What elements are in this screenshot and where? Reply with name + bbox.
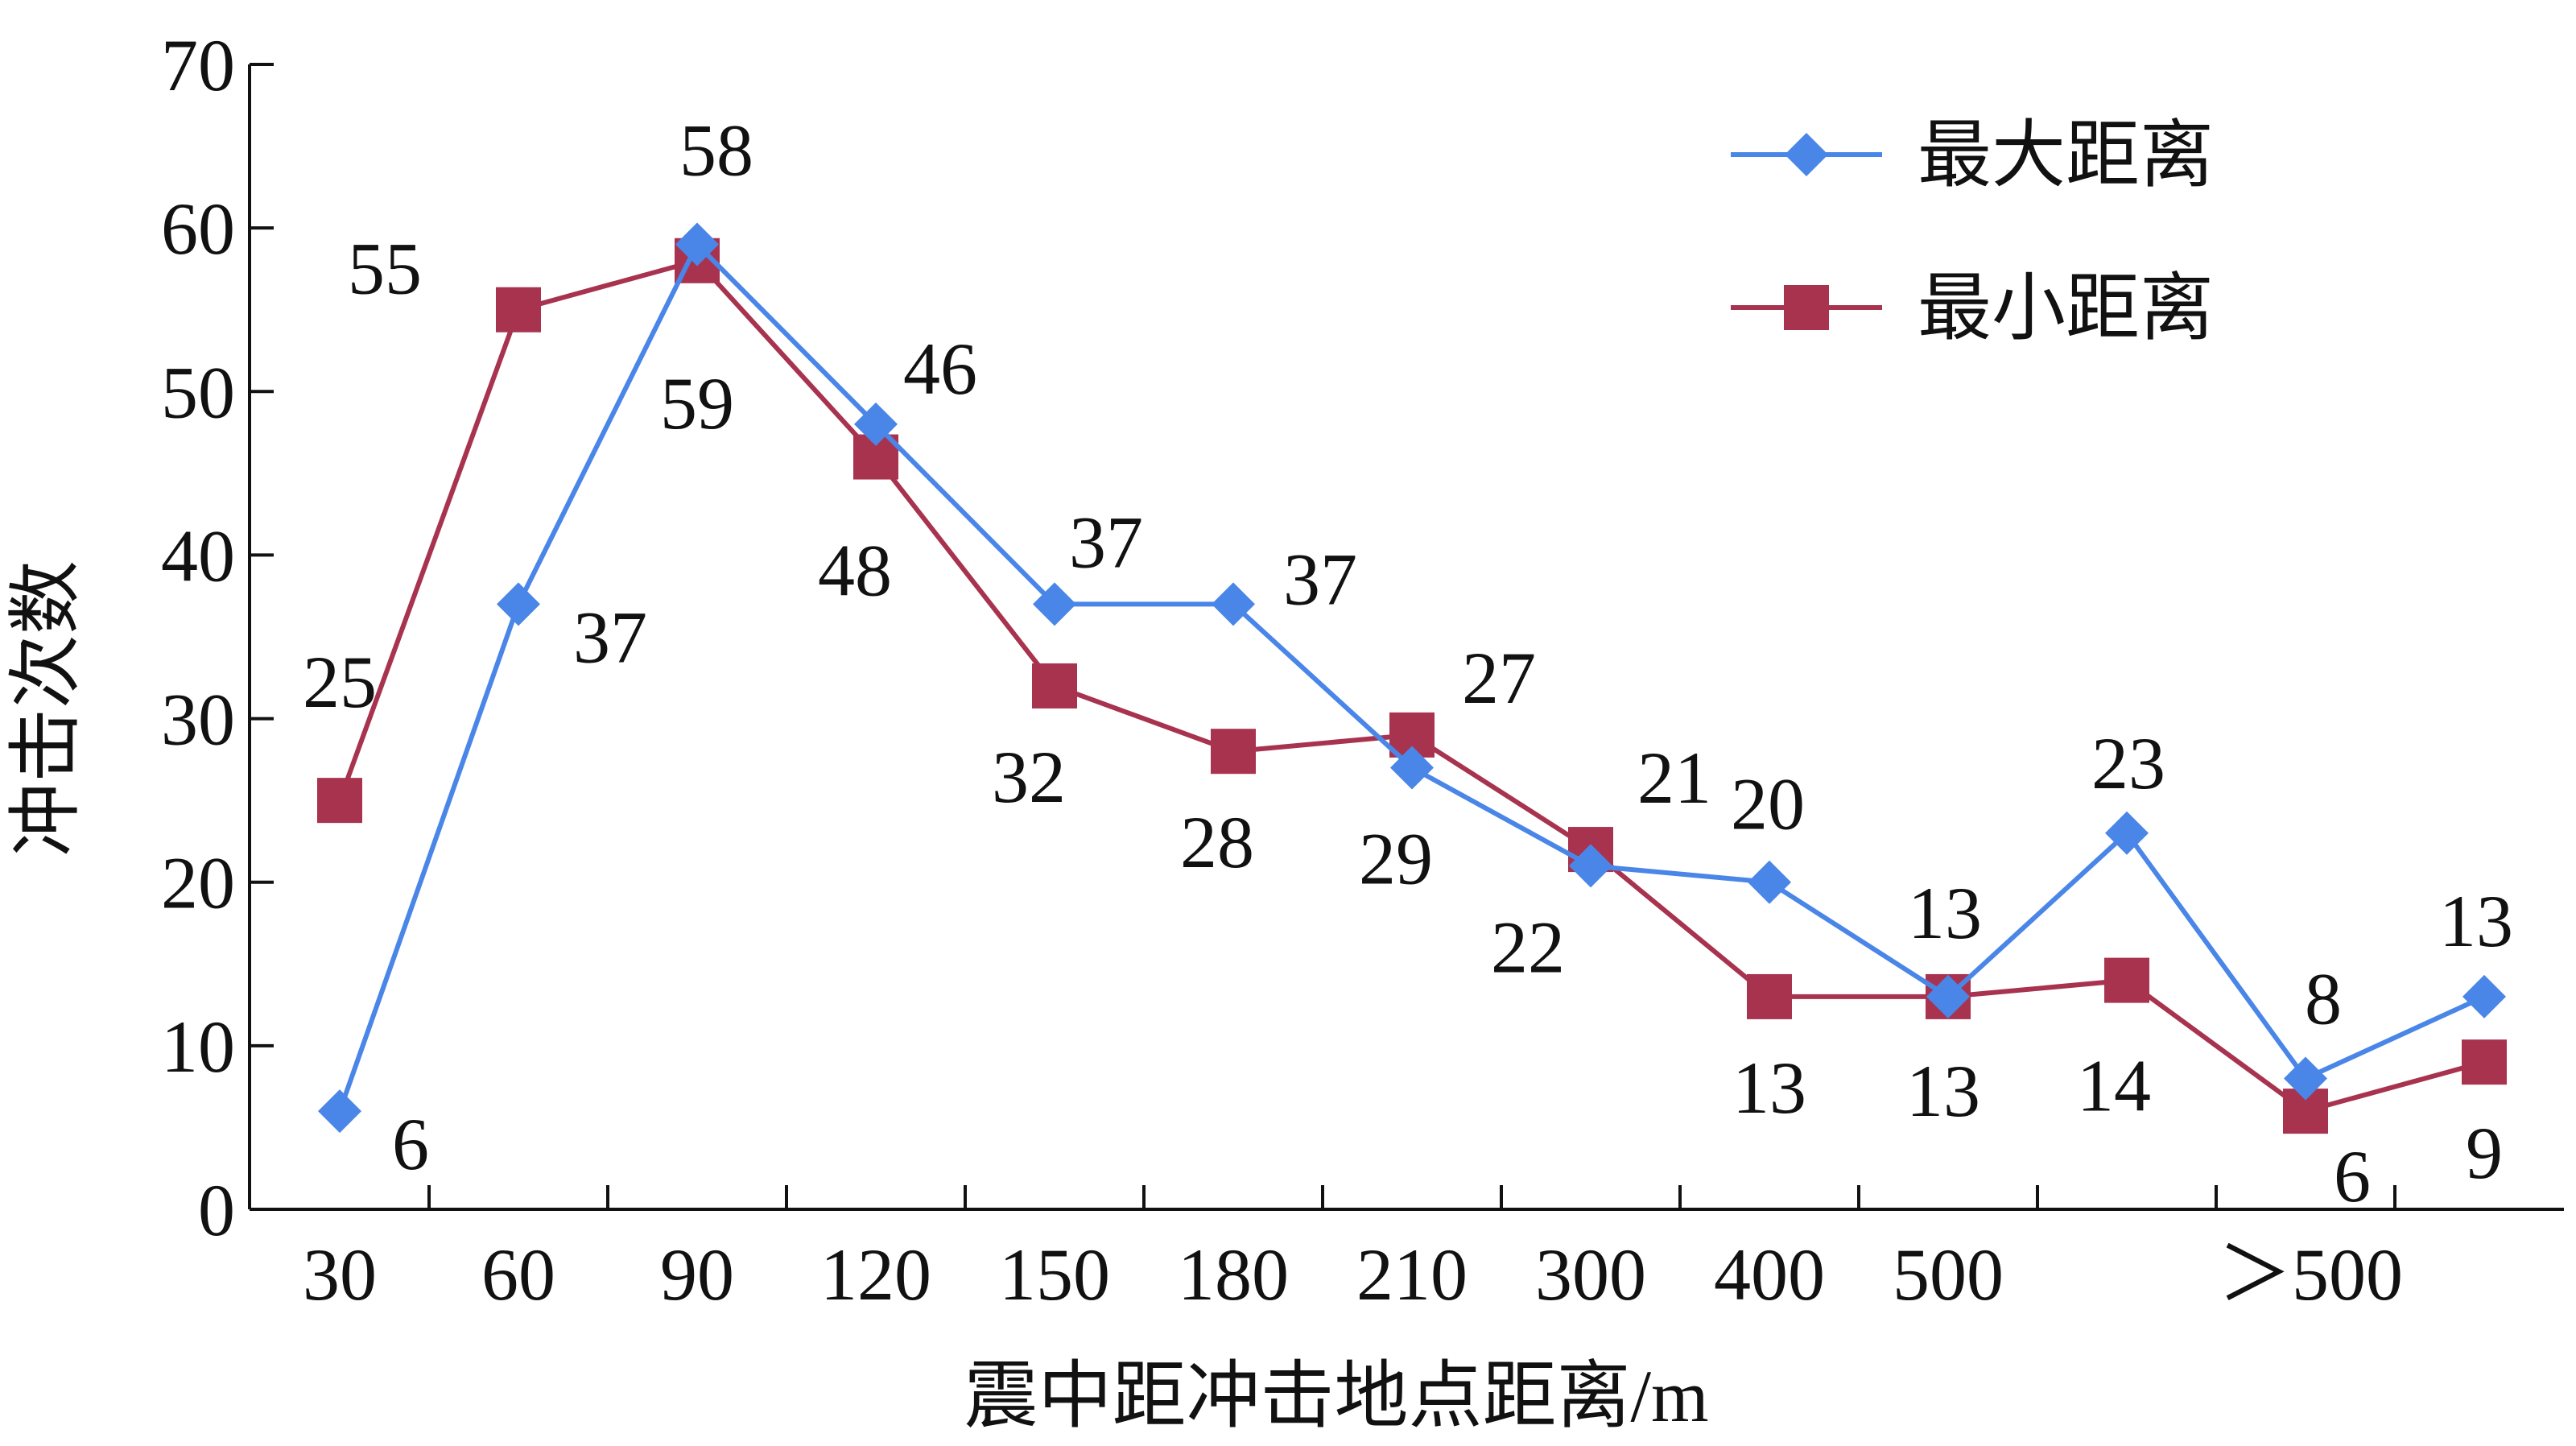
data-label-diamond: 8 (2305, 957, 2342, 1039)
data-label-square: 25 (303, 641, 377, 723)
data-labels: 6 37 58 46 37 37 29 22 20 13 23 8 13 25 55 59 48 32 28 27 21… (303, 109, 2513, 1217)
data-point-square (1211, 729, 1256, 775)
data-point-diamond (1748, 860, 1791, 904)
data-label-square: 21 (1637, 737, 1711, 819)
data-point-diamond (1926, 974, 1970, 1018)
x-tick-label: 210 (1356, 1233, 1468, 1316)
data-point-square (317, 778, 362, 824)
data-label-square: 59 (660, 362, 734, 444)
data-label-diamond: 58 (679, 109, 753, 191)
data-point-diamond (1569, 844, 1612, 888)
x-tick-label: 90 (660, 1233, 734, 1316)
data-point-diamond (497, 582, 540, 626)
x-tick-label: 60 (481, 1233, 555, 1316)
data-label-diamond: 6 (392, 1103, 429, 1185)
data-label-square: 9 (2466, 1112, 2503, 1194)
data-label-diamond: 23 (2091, 722, 2165, 804)
data-label-diamond: 22 (1491, 906, 1565, 988)
data-label-diamond: 13 (1908, 872, 1982, 954)
y-axis-ticks: 0 10 20 30 40 50 60 70 (161, 24, 274, 1251)
x-tick-label: 150 (999, 1233, 1110, 1316)
data-label-square: 28 (1180, 801, 1254, 883)
data-label-diamond: 37 (1283, 538, 1357, 620)
data-point-square (1747, 973, 1792, 1019)
x-tick-label: 120 (820, 1233, 931, 1316)
data-label-square: 32 (992, 736, 1066, 818)
x-tick-label: 400 (1714, 1233, 1825, 1316)
data-point-diamond (675, 222, 719, 266)
data-label-square: 55 (348, 228, 422, 310)
data-label-diamond: 37 (1069, 501, 1143, 583)
data-point-diamond (2462, 974, 2506, 1018)
data-point-diamond (854, 402, 898, 446)
y-tick-label: 70 (161, 24, 235, 106)
data-label-square: 13 (1906, 1050, 1980, 1132)
data-point-diamond (1033, 582, 1076, 626)
x-axis-title: 震中距冲击地点距离/m (964, 1355, 1708, 1437)
y-tick-label: 10 (161, 1006, 235, 1088)
y-axis-title: 冲击次数 (5, 560, 87, 857)
data-label-diamond: 13 (2439, 880, 2513, 962)
data-point-diamond (1390, 746, 1434, 790)
data-label-square: 6 (2334, 1135, 2371, 1217)
axes (248, 64, 2564, 1211)
x-tick-label: 300 (1535, 1233, 1646, 1316)
data-point-diamond (1212, 582, 1255, 626)
data-point-diamond (2284, 1056, 2327, 1101)
data-label-square: 13 (1732, 1047, 1806, 1129)
data-label-diamond: 37 (573, 596, 647, 678)
y-tick-label: 30 (161, 679, 235, 761)
data-point-diamond (318, 1089, 361, 1134)
legend-label: 最大距离 (1918, 114, 2214, 196)
x-axis-ticks: 30 60 90 120 150 180 210 300 400 500 ＞500 (303, 1185, 2403, 1316)
data-label-square: 48 (818, 530, 892, 612)
x-tick-label: 180 (1178, 1233, 1289, 1316)
legend-marker-square (1784, 285, 1829, 330)
legend-marker-diamond (1785, 133, 1828, 176)
data-point-square (496, 287, 541, 333)
data-label-diamond: 29 (1359, 818, 1433, 900)
data-label-square: 27 (1462, 637, 1536, 719)
y-tick-label: 60 (161, 188, 235, 270)
x-tick-label: ＞500 (2218, 1233, 2403, 1316)
data-point-square (2462, 1039, 2507, 1085)
data-label-diamond: 46 (903, 328, 977, 410)
y-tick-label: 50 (161, 351, 235, 433)
y-tick-label: 0 (198, 1169, 235, 1251)
data-label-square: 14 (2077, 1045, 2151, 1127)
y-tick-label: 20 (161, 842, 235, 924)
legend-label: 最小距离 (1918, 267, 2214, 349)
x-tick-label: 30 (303, 1233, 377, 1316)
data-point-diamond (2105, 811, 2149, 855)
data-label-diamond: 20 (1731, 763, 1805, 845)
data-point-square (2104, 957, 2149, 1003)
x-tick-label: 500 (1893, 1233, 2004, 1316)
data-point-square (1032, 663, 1077, 709)
y-tick-label: 40 (161, 514, 235, 597)
series-layer (317, 222, 2507, 1134)
